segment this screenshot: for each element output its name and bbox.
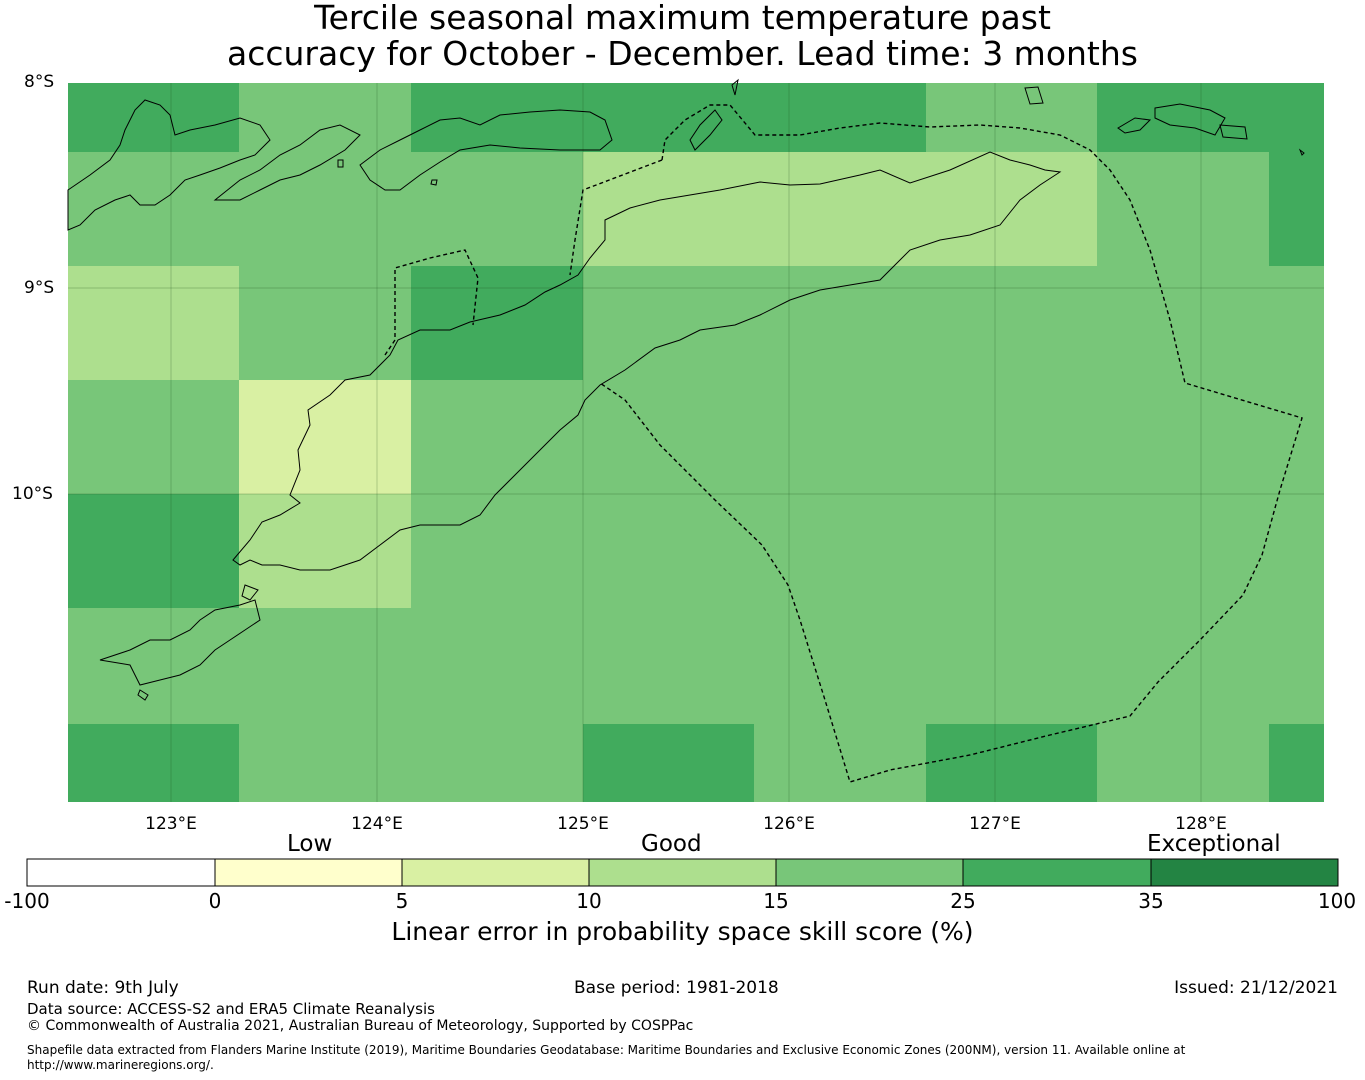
- lat-label: 9°S: [24, 278, 55, 298]
- small-island-coastline: [337, 159, 344, 168]
- small-island-coastline: [430, 179, 438, 186]
- issued-date: Issued: 21/12/2021: [1174, 978, 1338, 998]
- small-island-coastline: [241, 584, 259, 601]
- colorbar-tick: 25: [950, 889, 976, 913]
- grid-cell: [68, 380, 239, 494]
- kisar-coastline: [1024, 86, 1044, 105]
- atauro-coastline: [689, 109, 723, 151]
- grid-cell: [1269, 724, 1324, 802]
- chart-title-line-2: accuracy for October - December. Lead ti…: [227, 34, 1138, 73]
- timor-coastline: [232, 151, 1062, 571]
- small-island-coastline: [731, 78, 739, 96]
- colorbar-tick: -100: [4, 889, 50, 913]
- grid-cell: [583, 152, 1097, 266]
- colorbar-category-low: Low: [287, 831, 333, 857]
- coastlines: [67, 78, 1305, 701]
- grid-cell: [411, 266, 583, 380]
- grid-cell: [1097, 83, 1324, 152]
- colorbar-tick: 100: [1317, 889, 1357, 913]
- grid-cell: [583, 266, 1324, 380]
- lon-label: 126°E: [763, 814, 815, 834]
- colorbar-tick: 10: [576, 889, 602, 913]
- lon-label: 123°E: [145, 814, 197, 834]
- grid-cell: [411, 380, 1324, 494]
- grid-cell: [1097, 724, 1269, 802]
- colorbar-segment: [402, 859, 589, 886]
- colorbar-segment: [1151, 859, 1338, 886]
- colorbar-segment: [776, 859, 963, 886]
- grid-cell: [68, 724, 239, 802]
- colorbar-outline: [26, 858, 1339, 887]
- skill-grid: [68, 83, 1324, 802]
- run-date: Run date: 9th July: [27, 978, 179, 998]
- rote-island-coastline: [99, 599, 261, 686]
- moa-coastline: [1154, 103, 1226, 136]
- flores-coastline: [67, 99, 271, 231]
- colorbar-segment: [589, 859, 776, 886]
- small-island-coastline: [137, 689, 149, 701]
- colorbar-segment: [215, 859, 402, 886]
- grid-cell: [754, 724, 926, 802]
- graticule: [68, 83, 1324, 802]
- lon-label: 128°E: [1175, 814, 1227, 834]
- grid-cell: [68, 152, 583, 266]
- grid-cell: [239, 494, 411, 608]
- colorbar-category-exceptional: Exceptional: [1147, 831, 1281, 857]
- grid-cell: [1097, 152, 1269, 266]
- grid-cell: [411, 83, 926, 152]
- grid-cell: [239, 724, 583, 802]
- data-source: Data source: ACCESS-S2 and ERA5 Climate …: [27, 1000, 435, 1018]
- colorbar-segment: [27, 859, 215, 886]
- maritime-boundary: [384, 104, 1303, 783]
- lakor-coastline: [1219, 124, 1248, 140]
- lat-label: 10°S: [12, 484, 53, 504]
- base-period: Base period: 1981-2018: [574, 978, 779, 998]
- grid-cell: [926, 724, 1097, 802]
- grid-cell: [68, 494, 239, 608]
- shapefile-credit-line-2: http://www.marineregions.org/.: [27, 1058, 214, 1072]
- alor-coastline: [213, 124, 361, 201]
- grid-cell: [583, 724, 754, 802]
- grid-cell: [926, 83, 1097, 152]
- copyright: © Commonwealth of Australia 2021, Austra…: [27, 1018, 694, 1034]
- colorbar-segment: [963, 859, 1151, 886]
- wetar-coastline: [359, 109, 613, 191]
- lon-label: 124°E: [351, 814, 403, 834]
- colorbar-tick: 15: [763, 889, 789, 913]
- grid-cell: [68, 83, 239, 152]
- chart-title-line-1: Tercile seasonal maximum temperature pas…: [314, 0, 1051, 37]
- lon-label: 125°E: [557, 814, 609, 834]
- colorbar-tick: 5: [395, 889, 409, 913]
- grid-cell: [411, 494, 1324, 608]
- colorbar-category-good: Good: [641, 831, 702, 857]
- lat-label: 8°S: [24, 72, 55, 92]
- colorbar-tick: 0: [208, 889, 222, 913]
- grid-cell: [68, 608, 1324, 724]
- shapefile-credit-line-1: Shapefile data extracted from Flanders M…: [27, 1043, 1186, 1057]
- colorbar-tick: 35: [1138, 889, 1164, 913]
- colorbar-title: Linear error in probability space skill …: [391, 917, 974, 946]
- lon-label: 127°E: [969, 814, 1021, 834]
- colorbar: [26, 858, 1339, 887]
- grid-cell: [239, 266, 411, 380]
- leti-coastline: [1117, 117, 1152, 134]
- grid-cell: [1269, 152, 1324, 266]
- small-island-coastline: [1298, 148, 1305, 156]
- grid-cell: [239, 83, 411, 152]
- grid-cell: [68, 266, 239, 380]
- grid-cell: [239, 380, 411, 494]
